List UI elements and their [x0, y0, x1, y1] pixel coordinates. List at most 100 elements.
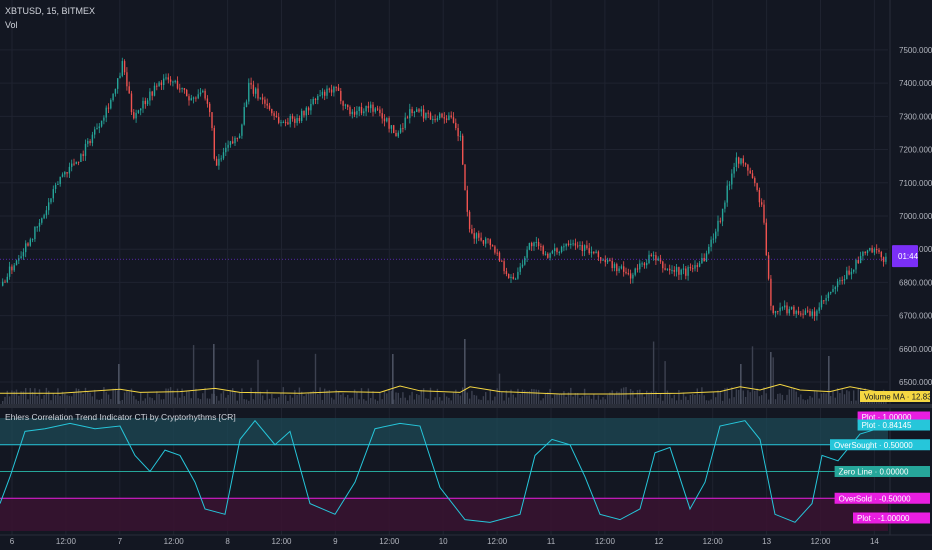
candle-body — [758, 190, 761, 203]
candle-body — [846, 270, 848, 280]
volume-bar — [353, 389, 356, 404]
candle-body — [756, 183, 758, 191]
candle-body — [335, 86, 337, 88]
volume-bar — [68, 395, 71, 404]
volume-bar — [15, 389, 18, 404]
volume-bar — [800, 394, 802, 404]
volume-bar — [319, 387, 321, 404]
indicator-tag — [834, 466, 930, 477]
volume-bar — [455, 389, 457, 404]
candle-body — [232, 141, 234, 144]
volume-bar — [586, 395, 588, 404]
volume-bar — [604, 399, 606, 404]
volume-label[interactable]: Vol — [5, 20, 18, 30]
candle-body — [761, 202, 763, 205]
candle-body — [712, 238, 715, 240]
candle-body — [386, 118, 388, 122]
volume-bar — [712, 391, 715, 404]
candle-body — [218, 158, 220, 166]
candle-body — [43, 215, 45, 219]
volume-bar — [514, 397, 517, 404]
candle-body — [439, 113, 441, 119]
candle-body — [731, 173, 733, 185]
volume-bar — [616, 391, 618, 404]
volume-bar — [278, 397, 280, 404]
volume-bar — [43, 395, 45, 404]
volume-bar — [305, 394, 307, 404]
indicator-title[interactable]: Ehlers Correlation Trend Indicator CTi b… — [5, 412, 236, 422]
candle-body — [655, 255, 657, 261]
candle-body — [317, 96, 319, 100]
candle-body — [418, 109, 420, 112]
volume-bar — [790, 388, 793, 404]
candle-body — [268, 105, 271, 109]
candle-body — [117, 78, 119, 89]
time-axis[interactable]: 6 12:00 7 12:00 8 12:00 9 12:00 10 12:00 11 12:00 12… — [0, 534, 932, 546]
volume-bar — [257, 359, 259, 404]
volume-bar — [482, 396, 485, 404]
volume-bar — [678, 390, 680, 404]
indicator-tag-text: Plot · 1.00000 — [862, 413, 912, 422]
volume-bar — [215, 395, 218, 404]
volume-bar — [721, 400, 724, 404]
volume-bar — [652, 341, 655, 404]
candle-body — [717, 220, 719, 232]
candle-body — [549, 253, 551, 258]
volume-bar — [689, 394, 692, 404]
candle-body — [841, 280, 843, 282]
volume-bar — [726, 387, 728, 404]
candle-body — [105, 107, 107, 118]
candle-body — [466, 190, 468, 212]
volume-bar — [314, 353, 317, 404]
volume-bar — [118, 364, 120, 404]
volume-bar — [774, 399, 777, 404]
candle-body — [855, 260, 857, 270]
candle-body — [521, 264, 524, 267]
candle-body — [255, 88, 257, 94]
volume-bar — [298, 387, 301, 404]
candle-body — [399, 128, 402, 133]
candle-body — [843, 279, 846, 281]
volume-bar — [733, 397, 735, 404]
price-tick-label: 7500.00000 — [899, 46, 932, 55]
volume-bar — [110, 399, 112, 404]
volume-bar — [6, 390, 8, 404]
volume-bar — [266, 389, 268, 404]
volume-bar — [570, 387, 572, 404]
candle-body — [738, 157, 740, 164]
candle-body — [501, 260, 503, 262]
volume-bar — [602, 397, 604, 404]
volume-bar — [289, 395, 291, 404]
volume-bar — [551, 398, 554, 404]
volume-bar — [151, 398, 153, 404]
candle-body — [2, 281, 4, 286]
time-tick-label: 10 — [439, 537, 448, 546]
candle-body — [73, 163, 75, 165]
volume-bar — [340, 394, 342, 404]
volume-bar — [89, 392, 91, 404]
cti-line — [0, 419, 886, 523]
volume-bar — [549, 388, 551, 404]
candle-body — [519, 266, 521, 272]
volume-bar — [623, 387, 625, 404]
volume-bar — [220, 393, 222, 404]
volume-bar — [698, 394, 701, 404]
volume-bar — [533, 389, 535, 404]
symbol-title[interactable]: XBTUSD, 15, BITMEX — [5, 6, 96, 16]
candle-body — [135, 112, 137, 119]
volume-bar — [767, 399, 770, 404]
candle-body — [280, 122, 282, 124]
candle-body — [597, 251, 600, 258]
candle-body — [623, 266, 625, 272]
candle-body — [220, 158, 222, 160]
candle-body — [213, 128, 215, 159]
volume-bar — [41, 398, 43, 404]
candle-body — [807, 310, 809, 312]
candle-body — [112, 93, 114, 101]
candle-body — [850, 271, 853, 275]
candle-body — [625, 271, 627, 274]
volume-bar — [620, 388, 623, 404]
volume-bar — [252, 399, 255, 404]
cti-indicator-pane — [0, 418, 888, 531]
